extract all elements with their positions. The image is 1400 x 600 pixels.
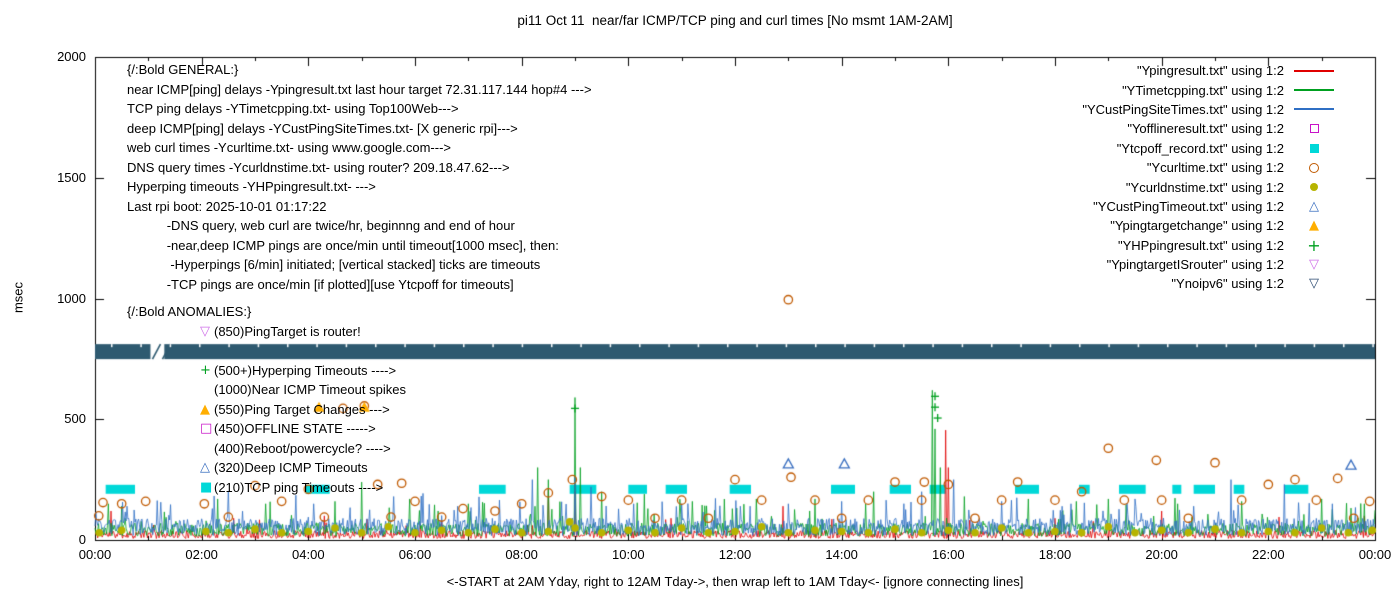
- x-tick-label: 00:00: [78, 547, 112, 562]
- anomaly-marker-icon: +: [200, 362, 211, 378]
- general-note-line: near ICMP[ping] delays -Ypingresult.txt …: [127, 81, 592, 97]
- general-note-line: Hyperping timeouts -YHPpingresult.txt- -…: [127, 179, 376, 194]
- x-axis-label: <-START at 2AM Yday, right to 12AM Tday-…: [446, 574, 1024, 589]
- triangle-open-marker-icon: △: [1309, 198, 1319, 214]
- anomaly-item: ▲ (550)Ping Target Changes --->: [127, 400, 406, 420]
- line-marker-icon: [1292, 108, 1336, 111]
- legend-item: "YpingtargetISrouter" using 1:2 ▽: [1082, 255, 1336, 274]
- legend-label: "Ynoipv6" using 1:2: [1171, 276, 1284, 292]
- circle-fill-marker-icon: [1292, 183, 1336, 192]
- x-tick-label: 18:00: [1038, 547, 1072, 562]
- general-note-line: Last rpi boot: 2025-10-01 01:17:22: [127, 198, 327, 214]
- legend-item: "Ycurltime.txt" using 1:2: [1082, 158, 1336, 177]
- x-tick-label: 06:00: [398, 547, 432, 562]
- x-tick-label: 00:00: [1358, 547, 1392, 562]
- x-tick-label: 22:00: [1252, 547, 1285, 562]
- legend-item: "YTimetcpping.txt" using 1:2: [1082, 80, 1336, 99]
- x-tick-label: 16:00: [932, 547, 965, 562]
- general-note-line: DNS query times -Ycurldnstime.txt- using…: [127, 159, 510, 175]
- legend-item: "Ynoipv6" using 1:2 ▽: [1082, 274, 1336, 293]
- anomaly-marker-icon: □: [200, 421, 213, 436]
- x-tick-label: 12:00: [718, 547, 752, 562]
- line-marker-icon: [1292, 89, 1336, 92]
- y-tick-label: 500: [64, 411, 86, 427]
- legend-label: "Yofflineresult.txt" using 1:2: [1127, 121, 1284, 137]
- general-note-line: -near,deep ICMP pings are once/min until…: [127, 237, 559, 253]
- legend-label: "YCustPingSiteTimes.txt" using 1:2: [1082, 101, 1284, 117]
- y-tick-label: 0: [78, 532, 86, 547]
- anomaly-item: (1000)Near ICMP Timeout spikes: [127, 380, 406, 400]
- legend-label: "Ypingtargetchange" using 1:2: [1110, 218, 1284, 234]
- anomaly-marker-icon: △: [200, 460, 210, 475]
- anomaly-text: (550)Ping Target Changes --->: [214, 401, 390, 417]
- triangle-fill-marker-icon: ▲: [1309, 218, 1319, 234]
- legend-label: "YTimetcpping.txt" using 1:2: [1122, 82, 1284, 98]
- anomaly-item: △ (320)Deep ICMP Timeouts: [127, 458, 406, 478]
- legend-item: "YCustPingTimeout.txt" using 1:2 △: [1082, 197, 1336, 216]
- chart-title: pi11 Oct 11 near/far ICMP/TCP ping and c…: [517, 13, 953, 28]
- general-note-line: web curl times -Ycurltime.txt- using www…: [127, 140, 452, 155]
- x-tick-label: 14:00: [825, 547, 858, 562]
- x-tick-label: 10:00: [612, 547, 645, 562]
- y-tick-label: 1500: [57, 169, 86, 185]
- anomaly-text: (850)PingTarget is router!: [214, 323, 361, 339]
- legend-label: "YpingtargetISrouter" using 1:2: [1106, 257, 1284, 273]
- anomaly-marker-icon: ■: [200, 479, 213, 495]
- legend-item: "Ypingresult.txt" using 1:2: [1082, 61, 1336, 80]
- anomaly-text: (400)Reboot/powercycle? ---->: [214, 440, 391, 456]
- anomaly-item: ■ (210)TCP ping Timeouts ---->: [127, 478, 406, 498]
- x-tick-label: 02:00: [185, 547, 218, 562]
- anomaly-marker-icon: ▽: [200, 323, 210, 339]
- y-tick-label: 1000: [57, 290, 86, 306]
- anomaly-item: + (500+)Hyperping Timeouts ---->: [127, 361, 406, 381]
- legend-label: "Ypingresult.txt" using 1:2: [1136, 63, 1284, 79]
- circle-open-marker-icon: [1292, 162, 1336, 173]
- plus-marker-icon: +: [1307, 235, 1321, 255]
- x-tick-label: 20:00: [1145, 547, 1178, 562]
- general-note-line: TCP ping delays -YTimetcpping.txt- using…: [127, 101, 459, 116]
- general-note-line: -Hyperpings [6/min] initiated; [vertical…: [127, 257, 541, 272]
- anomaly-text: (450)OFFLINE STATE ----->: [214, 421, 376, 436]
- legend-item: "Yofflineresult.txt" using 1:2: [1082, 119, 1336, 138]
- legend-label: "YHPpingresult.txt" using 1:2: [1117, 237, 1284, 253]
- anomalies-header: {/:Bold ANOMALIES:}: [127, 304, 252, 319]
- legend-label: "Ycurltime.txt" using 1:2: [1146, 160, 1284, 176]
- x-tick-label: 04:00: [292, 547, 325, 562]
- anomaly-annotations: {/:Bold ANOMALIES:} ▽ (850)PingTarget is r…: [127, 302, 406, 497]
- anomaly-text: (500+)Hyperping Timeouts ---->: [214, 362, 397, 378]
- anomaly-item: (400)Reboot/powercycle? ---->: [127, 439, 406, 459]
- anomaly-item: ▽ (850)PingTarget is router!: [127, 322, 406, 342]
- square-fill-marker-icon: [1292, 143, 1336, 153]
- anomaly-item: □ (450)OFFLINE STATE ----->: [127, 419, 406, 439]
- nabla-open-marker-icon: ▽: [1309, 257, 1319, 273]
- x-tick-label: 08:00: [505, 547, 538, 562]
- legend-item: "Ycurldnstime.txt" using 1:2: [1082, 177, 1336, 196]
- square-open-marker-icon: [1292, 124, 1336, 134]
- legend-item: "YCustPingSiteTimes.txt" using 1:2: [1082, 100, 1336, 119]
- legend-label: "Ycurldnstime.txt" using 1:2: [1125, 179, 1284, 195]
- y-tick-label: 2000: [57, 49, 86, 64]
- anomaly-marker-icon: ▲: [200, 401, 210, 417]
- legend: "Ypingresult.txt" using 1:2 "YTimetcpping…: [1082, 61, 1336, 294]
- anomaly-item: [127, 341, 406, 361]
- legend-item: "Ypingtargetchange" using 1:2 ▲: [1082, 216, 1336, 235]
- general-note-line: {/:Bold GENERAL:}: [127, 62, 239, 77]
- general-note-line: deep ICMP[ping] delays -YCustPingSiteTim…: [127, 120, 518, 136]
- legend-label: "YCustPingTimeout.txt" using 1:2: [1093, 198, 1284, 214]
- legend-item: "Ytcpoff_record.txt" using 1:2: [1082, 139, 1336, 158]
- nabla-open-marker-icon: ▽: [1309, 276, 1319, 292]
- anomaly-text: (320)Deep ICMP Timeouts: [214, 460, 368, 475]
- general-note-line: -TCP pings are once/min [if plotted][use…: [127, 276, 514, 292]
- anomaly-text: (210)TCP ping Timeouts ---->: [214, 479, 384, 495]
- legend-item: "YHPpingresult.txt" using 1:2 +: [1082, 236, 1336, 255]
- general-annotations: {/:Bold GENERAL:} near ICMP[ping] delays …: [127, 60, 592, 294]
- line-marker-icon: [1292, 69, 1336, 72]
- legend-label: "Ytcpoff_record.txt" using 1:2: [1116, 140, 1284, 156]
- anomaly-text: (1000)Near ICMP Timeout spikes: [214, 382, 406, 397]
- general-note-line: -DNS query, web curl are twice/hr, begin…: [127, 218, 515, 233]
